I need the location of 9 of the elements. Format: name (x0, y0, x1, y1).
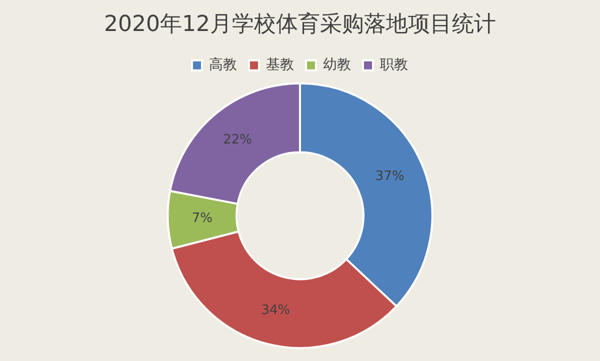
legend-label: 职教 (380, 57, 408, 74)
data-label: 7% (192, 211, 212, 226)
chart-title: 2020年12月学校体育采购落地项目统计 (104, 10, 496, 37)
legend-label: 高教 (209, 57, 237, 74)
data-label: 34% (261, 302, 290, 318)
legend-label: 幼教 (323, 57, 351, 74)
data-label: 22% (223, 132, 252, 148)
legend-label: 基教 (266, 57, 294, 74)
data-label: 37% (375, 169, 404, 184)
